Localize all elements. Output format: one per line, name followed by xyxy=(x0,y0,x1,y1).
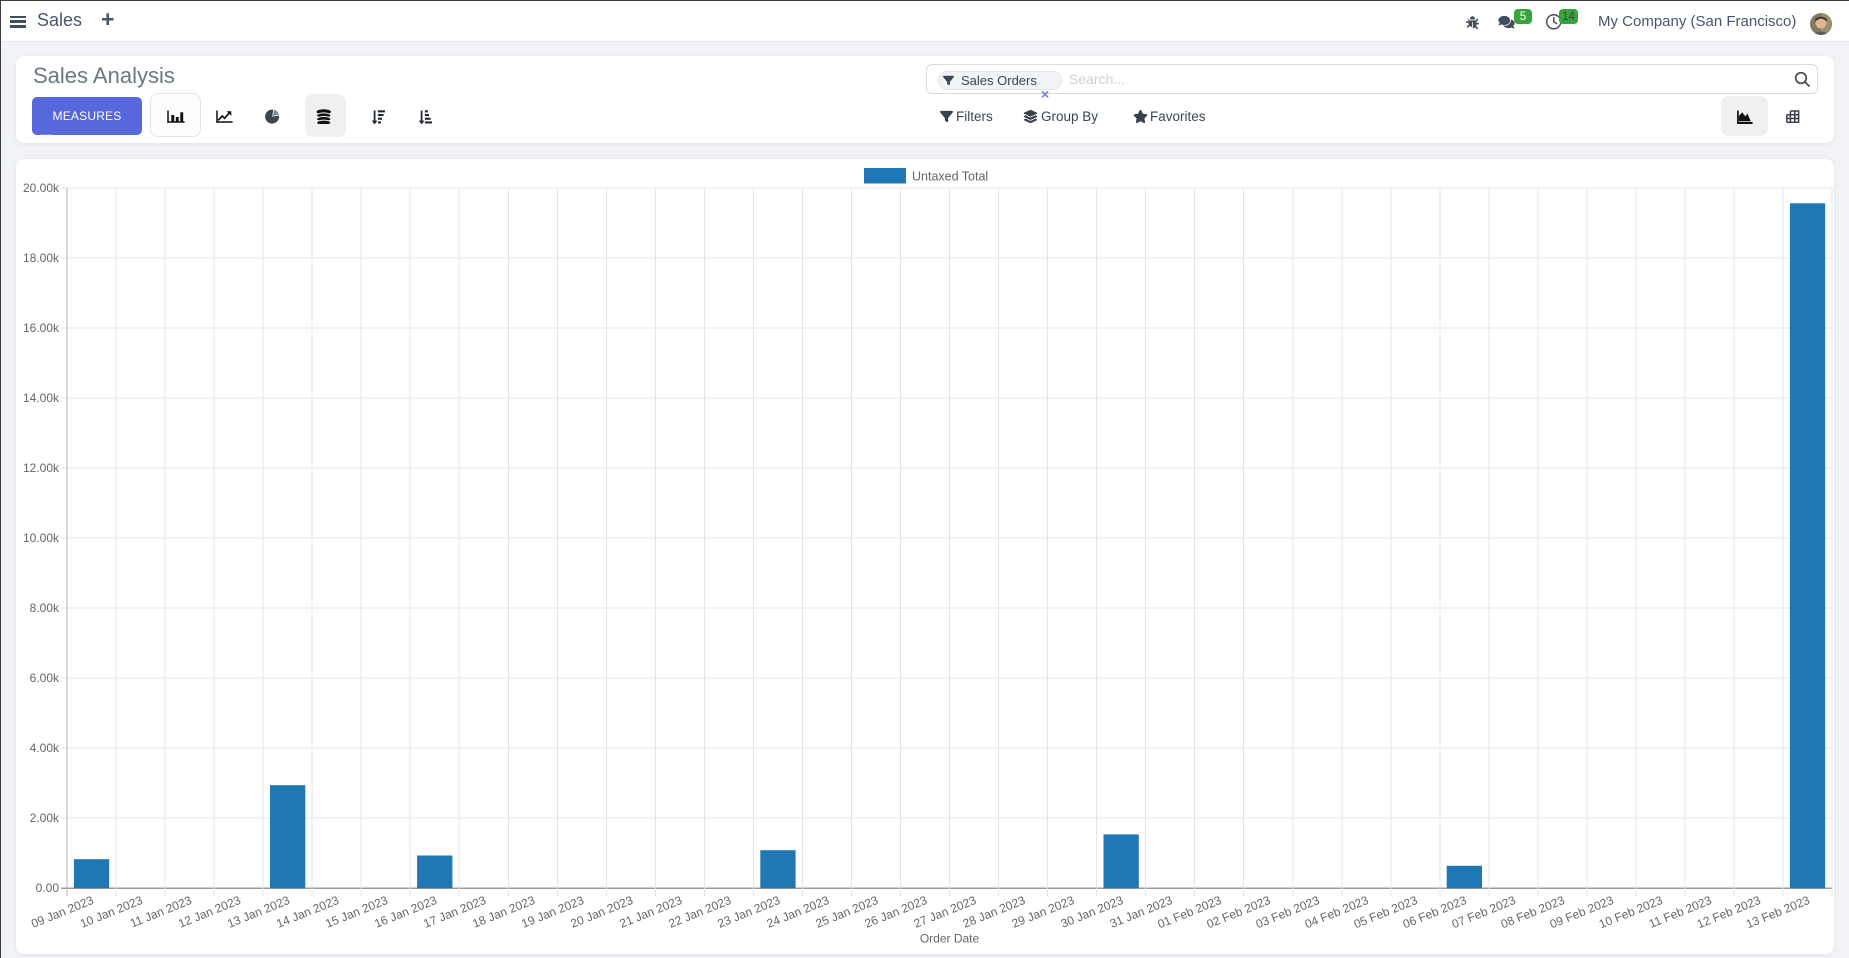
svg-text:14.00k: 14.00k xyxy=(23,391,60,405)
svg-text:2.00k: 2.00k xyxy=(30,811,60,825)
svg-text:0.00: 0.00 xyxy=(36,881,60,895)
svg-text:16.00k: 16.00k xyxy=(23,321,60,335)
svg-text:Untaxed Total: Untaxed Total xyxy=(912,170,988,184)
svg-text:6.00k: 6.00k xyxy=(30,671,60,685)
svg-text:20.00k: 20.00k xyxy=(23,181,60,195)
svg-text:12.00k: 12.00k xyxy=(23,461,60,475)
svg-text:10.00k: 10.00k xyxy=(23,531,60,545)
svg-text:Order Date: Order Date xyxy=(920,932,980,946)
svg-text:18.00k: 18.00k xyxy=(23,251,60,265)
svg-text:8.00k: 8.00k xyxy=(30,601,60,615)
svg-text:4.00k: 4.00k xyxy=(30,741,60,755)
